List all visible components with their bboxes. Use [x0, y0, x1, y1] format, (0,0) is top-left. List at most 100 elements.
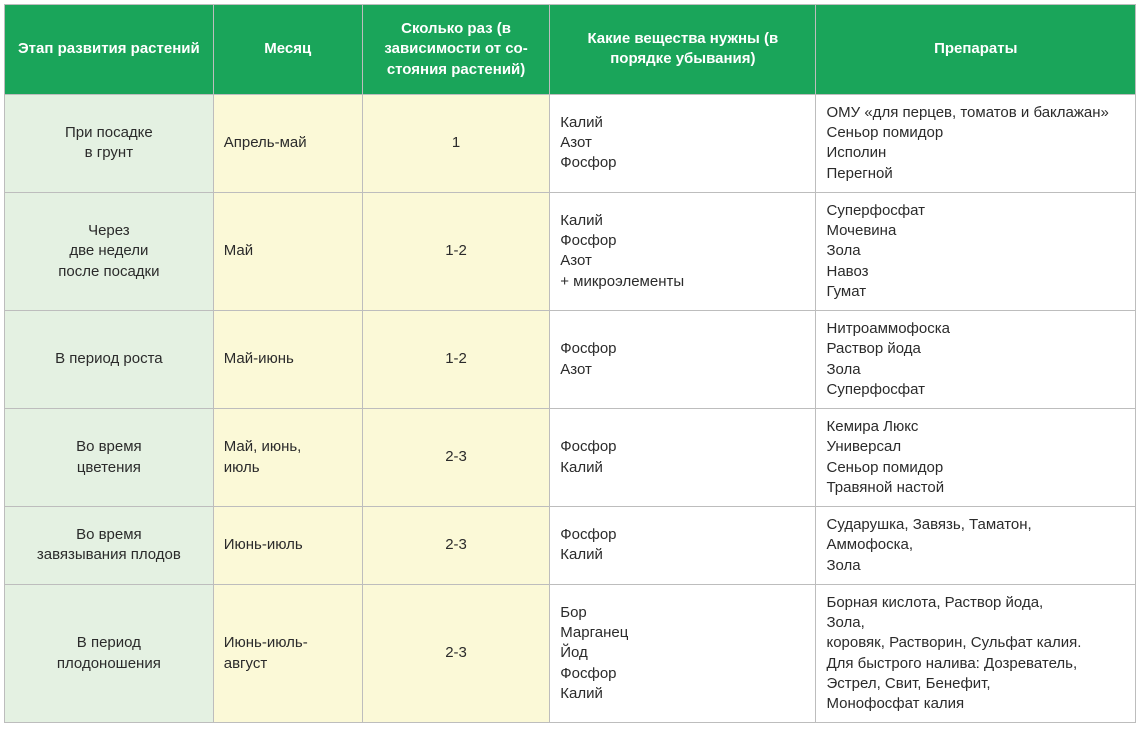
month-cell-line: август: [224, 654, 352, 674]
subst-cell-line: Фосфор: [560, 437, 805, 457]
stage-cell: В период роста: [5, 311, 214, 409]
subst-cell: ФосфорАзот: [550, 311, 816, 409]
preps-cell: Борная кислота, Раствор йода,Зола,коровя…: [816, 584, 1136, 723]
preps-cell-line: Исполин: [826, 143, 1125, 163]
col-times-header: Сколько раз (в зависимости от со­стояния…: [362, 5, 549, 95]
month-cell-line: Май: [224, 241, 352, 261]
fertilizer-schedule-table: Этап развития растений Месяц Сколько раз…: [4, 4, 1136, 723]
subst-cell-line: Фосфор: [560, 339, 805, 359]
stage-cell-line: В период роста: [15, 349, 203, 369]
subst-cell: КалийАзотФосфор: [550, 94, 816, 192]
preps-cell-line: Сударушка, Завязь, Таматон,: [826, 515, 1125, 535]
times-cell: 2-3: [362, 409, 549, 507]
month-cell-line: Июнь-июль: [224, 535, 352, 555]
stage-cell: Черездве неделипосле посадки: [5, 192, 214, 310]
col-subst-header: Какие вещества нужны (в порядке убывания…: [550, 5, 816, 95]
stage-cell-line: Во время: [15, 437, 203, 457]
col-stage-header: Этап развития растений: [5, 5, 214, 95]
preps-cell-line: Монофосфат калия: [826, 694, 1125, 714]
subst-cell-line: + микроэлементы: [560, 272, 805, 292]
times-cell: 2-3: [362, 507, 549, 585]
subst-cell-line: Калий: [560, 211, 805, 231]
preps-cell-line: Сеньор помидор: [826, 123, 1125, 143]
preps-cell-line: коровяк, Растворин, Сульфат калия.: [826, 633, 1125, 653]
stage-cell-line: плодоношения: [15, 654, 203, 674]
preps-cell: Кемира ЛюксУниверсалСеньор помидорТравян…: [816, 409, 1136, 507]
subst-cell: ФосфорКалий: [550, 409, 816, 507]
preps-cell-line: Навоз: [826, 262, 1125, 282]
table-row: Во времязавязывания плодов Июнь-июль 2-3Фо…: [5, 507, 1136, 585]
month-cell: Май: [213, 192, 362, 310]
month-cell-line: Июнь-июль-: [224, 633, 352, 653]
subst-cell-line: Азот: [560, 251, 805, 271]
stage-cell: При посадкев грунт: [5, 94, 214, 192]
preps-cell-line: Универсал: [826, 437, 1125, 457]
month-cell: Июнь-июль: [213, 507, 362, 585]
stage-cell-line: после посадки: [15, 262, 203, 282]
preps-cell-line: Кемира Люкс: [826, 417, 1125, 437]
stage-cell: Во времязавязывания плодов: [5, 507, 214, 585]
preps-cell-line: Суперфосфат: [826, 380, 1125, 400]
subst-cell-line: Калий: [560, 458, 805, 478]
table-row: Во времяцветенияМай, июнь,июль2-3ФосфорК…: [5, 409, 1136, 507]
preps-cell: НитроаммофоскаРаствор йодаЗолаСуперфосфа…: [816, 311, 1136, 409]
subst-cell-line: Фосфор: [560, 153, 805, 173]
subst-cell-line: Калий: [560, 684, 805, 704]
preps-cell: ОМУ «для перцев, томатов и баклажан»Сень…: [816, 94, 1136, 192]
month-cell: Май, июнь,июль: [213, 409, 362, 507]
preps-cell: Сударушка, Завязь, Таматон,Аммофоска,Зол…: [816, 507, 1136, 585]
preps-cell: СуперфосфатМочевинаЗолаНавозГумат: [816, 192, 1136, 310]
subst-cell: ФосфорКалий: [550, 507, 816, 585]
preps-cell-line: Зола,: [826, 613, 1125, 633]
subst-cell-line: Азот: [560, 133, 805, 153]
col-month-header: Месяц: [213, 5, 362, 95]
stage-cell-line: Во время: [15, 525, 203, 545]
preps-cell-line: Суперфосфат: [826, 201, 1125, 221]
preps-cell-line: Перегной: [826, 164, 1125, 184]
preps-cell-line: ОМУ «для перцев, томатов и баклажан»: [826, 103, 1125, 123]
preps-cell-line: Раствор йода: [826, 339, 1125, 359]
stage-cell: В периодплодоношения: [5, 584, 214, 723]
preps-cell-line: Зола: [826, 556, 1125, 576]
stage-cell-line: две недели: [15, 241, 203, 261]
preps-cell-line: Сеньор помидор: [826, 458, 1125, 478]
subst-cell-line: Йод: [560, 643, 805, 663]
preps-cell-line: Нитроаммофоска: [826, 319, 1125, 339]
header-row: Этап развития растений Месяц Сколько раз…: [5, 5, 1136, 95]
stage-cell-line: цветения: [15, 458, 203, 478]
stage-cell-line: В период: [15, 633, 203, 653]
col-preps-header: Препараты: [816, 5, 1136, 95]
subst-cell-line: Фосфор: [560, 231, 805, 251]
month-cell-line: Май-июнь: [224, 349, 352, 369]
subst-cell-line: Азот: [560, 360, 805, 380]
stage-cell: Во времяцветения: [5, 409, 214, 507]
times-cell: 1-2: [362, 192, 549, 310]
preps-cell-line: Травяной настой: [826, 478, 1125, 498]
preps-cell-line: Для быстрого налива: Дозре­ватель, Эстре…: [826, 654, 1125, 695]
subst-cell-line: Бор: [560, 603, 805, 623]
month-cell: Апрель-май: [213, 94, 362, 192]
stage-cell-line: в грунт: [15, 143, 203, 163]
month-cell: Июнь-июль-август: [213, 584, 362, 723]
times-cell: 1: [362, 94, 549, 192]
subst-cell: КалийФосфорАзот+ микроэлементы: [550, 192, 816, 310]
subst-cell-line: Фосфор: [560, 664, 805, 684]
times-cell: 2-3: [362, 584, 549, 723]
preps-cell-line: Борная кислота, Раствор йода,: [826, 593, 1125, 613]
preps-cell-line: Аммофоска,: [826, 535, 1125, 555]
subst-cell-line: Марганец: [560, 623, 805, 643]
subst-cell-line: Калий: [560, 113, 805, 133]
preps-cell-line: Гумат: [826, 282, 1125, 302]
month-cell: Май-июнь: [213, 311, 362, 409]
stage-cell-line: завязывания плодов: [15, 545, 203, 565]
times-cell: 1-2: [362, 311, 549, 409]
stage-cell-line: Через: [15, 221, 203, 241]
table-row: В периодплодоношенияИюнь-июль-август2-3Б…: [5, 584, 1136, 723]
table-row: Черездве неделипосле посадкиМай1-2КалийФ…: [5, 192, 1136, 310]
preps-cell-line: Мочевина: [826, 221, 1125, 241]
preps-cell-line: Зола: [826, 241, 1125, 261]
month-cell-line: июль: [224, 458, 352, 478]
subst-cell: БорМарганецЙодФосфорКалий: [550, 584, 816, 723]
subst-cell-line: Калий: [560, 545, 805, 565]
stage-cell-line: При посадке: [15, 123, 203, 143]
